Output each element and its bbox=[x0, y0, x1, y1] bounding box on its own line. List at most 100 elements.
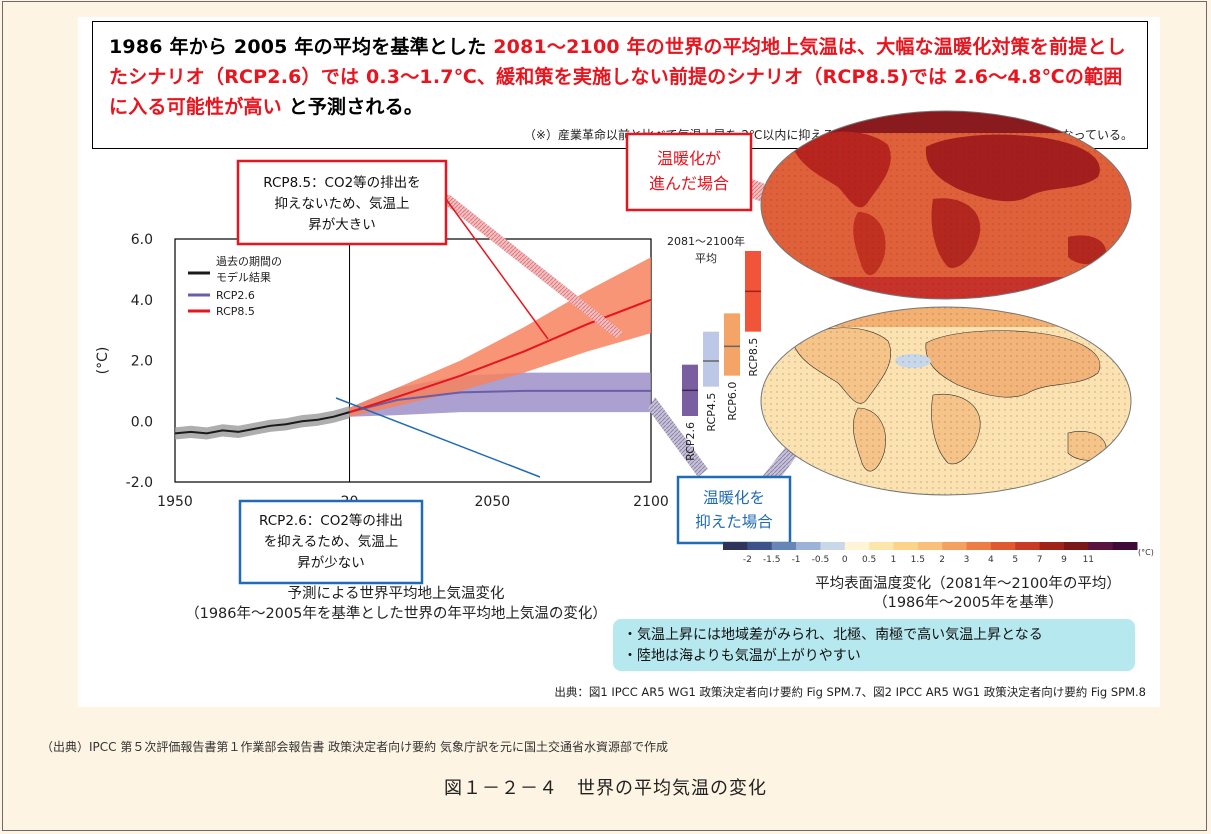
mitigated-pointer-left bbox=[648, 397, 708, 477]
range-bar bbox=[724, 313, 740, 376]
series-line-0 bbox=[174, 411, 350, 435]
colorbar-cell bbox=[1063, 542, 1089, 550]
warming-callout: 温暖化が 進んだ場合 bbox=[625, 132, 753, 212]
colorbar-tick-label: 2 bbox=[939, 555, 945, 565]
figure-graphics: 6.0 4.0 2.0 0.0 -2.0 (°C) 1950 2 0 2050 2100 過去の期間… bbox=[95, 110, 1154, 585]
axes: 6.04.02.00.0-2.0(°C)19502020502100 bbox=[95, 232, 669, 510]
rcp85-callout-pointer bbox=[433, 195, 623, 338]
rcp26-callout-line1: RCP2.6：CO2等の排出 bbox=[259, 512, 403, 529]
y-axis-label: (°C) bbox=[95, 347, 111, 375]
warming-map bbox=[760, 110, 1132, 300]
rcp26-callout: RCP2.6：CO2等の排出 を抑えるため、気温上 昇が少ない bbox=[238, 397, 541, 585]
colorbar-tick-label: -2 bbox=[743, 555, 752, 565]
colorbar-tick-label: 1 bbox=[891, 555, 897, 565]
takeaway-2: ・陸地は海よりも気温が上がりやすい bbox=[623, 648, 861, 664]
x-tick-label: 1950 bbox=[157, 494, 193, 510]
colorbar-tick-label: -1.5 bbox=[763, 555, 781, 565]
range-title-line2: 平均 bbox=[695, 252, 717, 265]
colorbar-tick-label: -1 bbox=[792, 555, 801, 565]
rcp85-callout-line2: 抑えないため、気温上 bbox=[275, 196, 410, 212]
headline-part2: 2081～2100 年の世界の平均地上気温は、大幅な温暖化対策を前提としたシナリ… bbox=[109, 36, 1126, 118]
legend-label-rcp85: RCP8.5 bbox=[216, 305, 255, 318]
range-category-label: RCP2.6 bbox=[684, 422, 697, 461]
warming-callout-box bbox=[625, 132, 753, 212]
rcp26-callout-box bbox=[238, 499, 424, 585]
timeseries-caption-line2: （1986年～2005年を基準とした世界の年平均地上気温の変化） bbox=[185, 606, 607, 622]
colorbar-tick-label: 7 bbox=[1037, 555, 1043, 565]
colorbar-tick-label: 11 bbox=[1083, 555, 1094, 565]
legend-label-historical-2: モデル結果 bbox=[216, 270, 271, 284]
takeaway-box: ・気温上昇には地域差がみられ、北極、南極で高い気温上昇となる ・陸地は海よりも気… bbox=[613, 619, 1135, 671]
range-category-label: RCP4.5 bbox=[705, 393, 718, 432]
colorbar-cell bbox=[1112, 542, 1138, 550]
colorbar-cell bbox=[942, 542, 968, 550]
rcp85-leader-line bbox=[442, 194, 549, 340]
map-caption-line2: （1986年～2005年を基準） bbox=[873, 595, 1063, 611]
colorbar-cell bbox=[796, 542, 821, 550]
series-marks bbox=[174, 239, 652, 482]
colorbar-cell bbox=[1039, 542, 1065, 550]
colorbar-cells bbox=[723, 542, 1138, 550]
y-tick-label: -2.0 bbox=[126, 475, 153, 491]
colorbar-cell bbox=[1015, 542, 1041, 550]
colorbar-cell bbox=[820, 542, 846, 550]
mitigated-map-land bbox=[761, 307, 1131, 495]
y-tick-label: 4.0 bbox=[131, 293, 153, 309]
rcp85-callout: RCP8.5：CO2等の排出を 抑えないため、気温上 昇が大きい bbox=[236, 159, 623, 340]
colorbar-tick-label: 3 bbox=[964, 555, 970, 565]
legend-label-rcp26: RCP2.6 bbox=[216, 289, 255, 302]
figure-caption: 図１－２－４ 世界の平均気温の変化 bbox=[444, 778, 767, 799]
colorbar-tick-label: 9 bbox=[1061, 555, 1067, 565]
rcp85-callout-line1: RCP8.5：CO2等の排出を bbox=[263, 174, 420, 191]
uncertainty-band-historical bbox=[175, 406, 350, 440]
colorbar-cell bbox=[917, 542, 943, 550]
colorbar-cell bbox=[869, 542, 894, 550]
rcp85-callout-box bbox=[236, 159, 448, 246]
colorbar-cell bbox=[990, 542, 1016, 550]
range-category-label: RCP6.0 bbox=[726, 382, 739, 421]
headline: 1986 年から 2005 年の平均を基準とした 2081～2100 年の世界の… bbox=[109, 32, 1139, 122]
mitigated-map bbox=[760, 306, 1132, 496]
headline-part3: と予測される。 bbox=[281, 96, 424, 118]
warming-map-land bbox=[761, 111, 1131, 299]
colorbar-ticks: -2 -1.5 -1 -0.5 0 0.5 1 1.5 2 3 4 5 7 9 11 bbox=[743, 555, 1094, 565]
mitigated-callout-line2: 抑えた場合 bbox=[695, 513, 773, 531]
uncertainty-band-rcp85 bbox=[349, 257, 651, 417]
takeaway-1: ・気温上昇には地域差がみられ、北極、南極で高い気温上昇となる bbox=[623, 627, 1043, 643]
map-colorbar: -2 -1.5 -1 -0.5 0 0.5 1 1.5 2 3 4 5 7 9 11 (°C) bbox=[723, 542, 1154, 565]
map-caption-line1: 平均表面温度変化（2081年～2100年の平均） bbox=[815, 576, 1121, 592]
colorbar-tick-label: 4 bbox=[988, 555, 994, 565]
rcp26-callout-line2: を抑えるため、気温上 bbox=[264, 534, 399, 550]
rcp26-callout-line3: 昇が少ない bbox=[297, 555, 365, 571]
temperature-maps bbox=[760, 110, 1132, 496]
colorbar-cell bbox=[1088, 542, 1114, 550]
colorbar-cell bbox=[747, 542, 773, 550]
range-bar bbox=[703, 331, 719, 387]
mitigated-callout-line1: 温暖化を bbox=[703, 489, 765, 507]
x-tick-label: 2100 bbox=[633, 494, 669, 510]
range-bar-marks: RCP2.6 RCP4.5 RCP6.0 RCP8.5 bbox=[682, 251, 761, 461]
series-line-1 bbox=[349, 389, 651, 414]
colorbar-tick-label: -0.5 bbox=[812, 555, 830, 565]
timeseries-caption-line1: 予測による世界平均地上気温変化 bbox=[287, 586, 505, 602]
colorbar-cell bbox=[771, 542, 797, 550]
colorbar-unit: (°C) bbox=[1138, 548, 1154, 557]
rcp85-callout-line3: 昇が大きい bbox=[308, 217, 376, 233]
range-category-label: RCP8.5 bbox=[747, 338, 760, 377]
x-tick-label: 2050 bbox=[475, 494, 511, 510]
colorbar-cell bbox=[893, 542, 919, 550]
temperature-timeseries-chart: 6.04.02.00.0-2.0(°C)19502020502100 過去の期間… bbox=[95, 232, 669, 510]
colorbar-tick-label: 5 bbox=[1012, 555, 1018, 565]
colorbar-cell bbox=[966, 542, 992, 550]
warming-callout-line1: 温暖化が bbox=[657, 149, 721, 168]
colorbar-cell bbox=[844, 542, 870, 550]
y-tick-label: 0.0 bbox=[131, 414, 153, 430]
colorbar-tick-label: 0 bbox=[842, 555, 848, 565]
mitigated-callout-box bbox=[676, 475, 792, 545]
legend-label-historical-1: 過去の期間の bbox=[216, 255, 282, 268]
scenario-range-bars: 2081～2100年 平均 RCP2.6 RCP4.5 RCP6.0 RCP8.5 bbox=[667, 234, 761, 461]
warming-callout-line2: 進んだ場合 bbox=[649, 174, 729, 193]
colorbar-tick-label: 1.5 bbox=[911, 555, 925, 565]
mitigated-callout: 温暖化を 抑えた場合 bbox=[676, 475, 792, 545]
